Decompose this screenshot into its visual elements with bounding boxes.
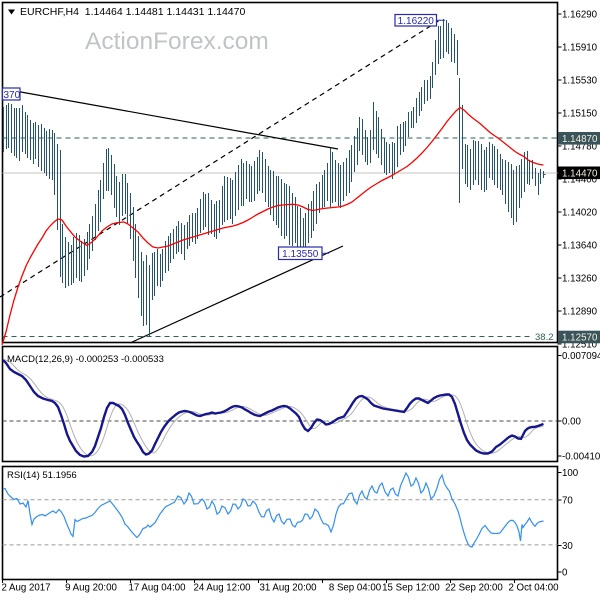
svg-text:22 Sep 20:00: 22 Sep 20:00 xyxy=(445,583,503,594)
svg-text:1.13260: 1.13260 xyxy=(562,274,598,285)
svg-text:70: 70 xyxy=(562,496,573,507)
svg-text:1.15530: 1.15530 xyxy=(562,76,598,87)
svg-text:1.14470: 1.14470 xyxy=(562,168,598,179)
svg-text:1.14870: 1.14870 xyxy=(562,134,598,145)
svg-text:1.15150: 1.15150 xyxy=(562,109,598,120)
svg-text:0.00: 0.00 xyxy=(562,417,581,428)
svg-text:17 Aug 04:00: 17 Aug 04:00 xyxy=(128,583,186,594)
svg-text:RSI(14) 51.1956: RSI(14) 51.1956 xyxy=(7,470,77,481)
svg-text:8 Sep 04:00: 8 Sep 04:00 xyxy=(329,583,382,594)
svg-text:1.13640: 1.13640 xyxy=(562,241,598,252)
svg-text:2 Aug 2017: 2 Aug 2017 xyxy=(1,583,50,594)
svg-text:24 Aug 12:00: 24 Aug 12:00 xyxy=(193,583,251,594)
svg-text:370: 370 xyxy=(4,90,21,101)
svg-text:0.007094: 0.007094 xyxy=(562,351,600,362)
svg-text:1.13550: 1.13550 xyxy=(282,249,319,260)
svg-text:15 Sep 12:00: 15 Sep 12:00 xyxy=(382,583,440,594)
svg-text:9 Aug 20:00: 9 Aug 20:00 xyxy=(65,583,117,594)
svg-text:1.12890: 1.12890 xyxy=(562,307,598,318)
svg-text:1.16290: 1.16290 xyxy=(562,10,598,21)
svg-text:38.2: 38.2 xyxy=(535,332,554,343)
svg-text:EURCHF,H4 1.14464 1.14481 1.1: EURCHF,H4 1.14464 1.14481 1.14431 1.1447… xyxy=(20,6,245,18)
svg-text:2 Oct 04:00: 2 Oct 04:00 xyxy=(508,583,559,594)
svg-text:MACD(12,26,9) -0.000253 -0.000: MACD(12,26,9) -0.000253 -0.000533 xyxy=(7,354,164,365)
svg-text:1.12570: 1.12570 xyxy=(562,333,598,344)
svg-text:1.16220: 1.16220 xyxy=(398,16,435,27)
svg-text:-0.004106: -0.004106 xyxy=(562,452,600,463)
svg-text:1.12510: 1.12510 xyxy=(562,340,598,351)
svg-text:1.14780: 1.14780 xyxy=(562,142,598,153)
svg-text:0: 0 xyxy=(562,568,568,579)
svg-text:31 Aug 20:00: 31 Aug 20:00 xyxy=(259,583,317,594)
svg-text:30: 30 xyxy=(562,541,573,552)
svg-text:1.14020: 1.14020 xyxy=(562,208,598,219)
svg-text:100: 100 xyxy=(562,468,579,479)
svg-text:1.15910: 1.15910 xyxy=(562,43,598,54)
svg-text:1.14400: 1.14400 xyxy=(562,175,598,186)
svg-text:ActionForex.com: ActionForex.com xyxy=(85,28,269,55)
